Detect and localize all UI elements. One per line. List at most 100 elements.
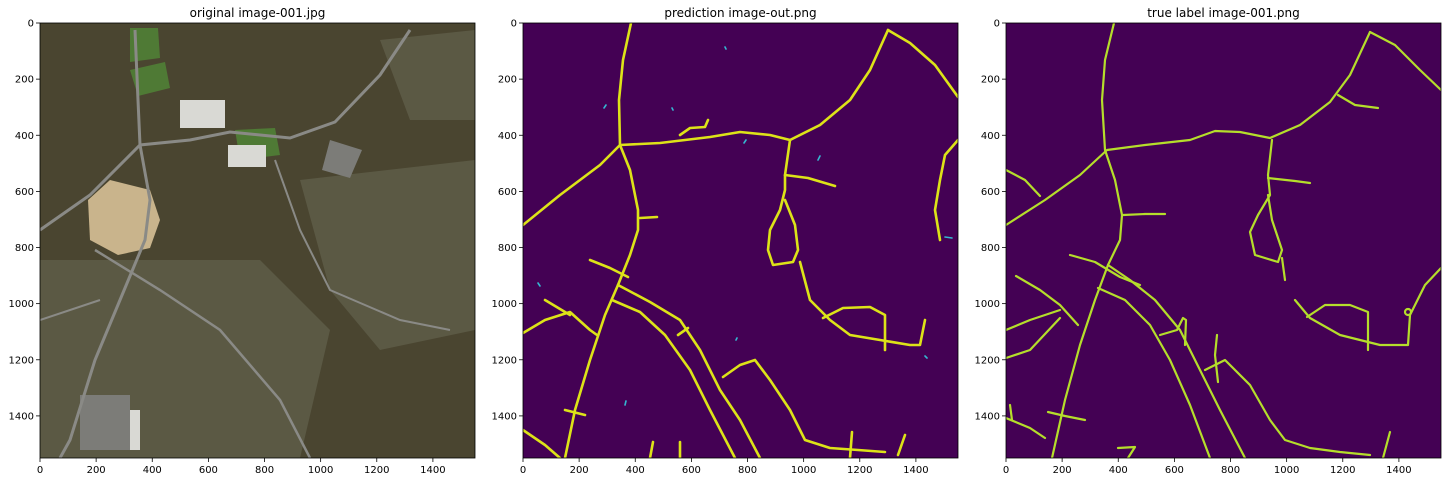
school-building xyxy=(180,100,225,128)
cul-de-sac xyxy=(1403,307,1413,317)
mall-parking xyxy=(80,395,130,450)
x-tick-label: 600 xyxy=(682,465,701,476)
y-tick-label: 600 xyxy=(498,187,517,198)
road-segment xyxy=(563,23,640,458)
y-tick-label: 0 xyxy=(994,19,1000,30)
road-segment xyxy=(766,138,800,267)
school-building-2 xyxy=(228,145,266,167)
x-tick-label: 600 xyxy=(199,465,218,476)
main-road xyxy=(58,29,152,458)
road-segment xyxy=(1006,168,1042,198)
road-segment xyxy=(523,428,562,458)
road-segment xyxy=(1248,138,1284,264)
parking-lot xyxy=(322,140,362,178)
x-tick-label: 400 xyxy=(143,465,162,476)
panel-title: prediction image-out.png xyxy=(664,6,816,20)
axes-frame xyxy=(522,22,959,459)
x-ticks: 0 200 400 600 800 1000 1200 1400 xyxy=(37,458,446,476)
y-tick-label: 1000 xyxy=(9,299,34,310)
y-tick-label: 1400 xyxy=(492,411,517,422)
road-segment xyxy=(783,173,837,188)
prediction-fragments xyxy=(537,46,953,406)
road-segment xyxy=(678,118,710,137)
y-tick-label: 200 xyxy=(15,75,34,86)
y-tick-label: 1400 xyxy=(975,411,1000,422)
y-tick-label: 1200 xyxy=(9,355,34,366)
side-road xyxy=(40,159,451,331)
x-tick-label: 0 xyxy=(1003,465,1009,476)
road-segment xyxy=(1096,286,1212,458)
x-tick-label: 800 xyxy=(1221,465,1240,476)
x-tick-label: 1000 xyxy=(791,465,816,476)
y-tick-label: 400 xyxy=(981,131,1000,142)
road-segment xyxy=(648,430,907,458)
x-tick-label: 0 xyxy=(37,465,43,476)
x-tick-label: 800 xyxy=(738,465,757,476)
y-tick-label: 1200 xyxy=(492,355,517,366)
x-tick-label: 1200 xyxy=(847,465,872,476)
road-segment xyxy=(1293,266,1441,347)
y-tick-label: 0 xyxy=(28,19,34,30)
x-tick-label: 1200 xyxy=(1330,465,1355,476)
mask-background xyxy=(1006,23,1441,458)
label-image xyxy=(1006,23,1441,458)
road-segment xyxy=(588,258,630,279)
residential-area-east xyxy=(300,160,475,350)
x-tick-label: 1000 xyxy=(308,465,333,476)
road-segment xyxy=(821,305,887,352)
axes-frame xyxy=(39,22,476,459)
mask-background xyxy=(523,23,958,458)
x-ticks: 0 200 400 600 800 1000 1200 1400 xyxy=(1003,458,1412,476)
x-tick-label: 400 xyxy=(626,465,645,476)
cross-road xyxy=(40,29,412,232)
axes-frame xyxy=(1005,22,1442,459)
road-segment xyxy=(1006,410,1087,440)
y-tick-label: 1400 xyxy=(9,411,34,422)
y-tick-label: 800 xyxy=(498,243,517,254)
x-tick-label: 1000 xyxy=(1274,465,1299,476)
road-segment xyxy=(638,215,659,220)
y-tick-label: 600 xyxy=(15,187,34,198)
road-segment xyxy=(1305,303,1370,352)
road-segment xyxy=(1006,308,1062,332)
x-tick-label: 1400 xyxy=(420,465,445,476)
road-segment xyxy=(1158,316,1188,347)
road-segment xyxy=(1121,212,1167,217)
road-label-lines xyxy=(1006,23,1441,458)
y-tick-label: 1000 xyxy=(975,299,1000,310)
y-tick-label: 400 xyxy=(498,131,517,142)
road-segment xyxy=(1266,176,1312,185)
road-segment xyxy=(886,28,958,99)
x-tick-label: 1400 xyxy=(903,465,928,476)
x-tick-label: 0 xyxy=(520,465,526,476)
road-segment xyxy=(610,298,737,458)
panel-prediction: prediction image-out.png xyxy=(492,6,959,476)
road-segment xyxy=(523,28,890,227)
y-tick-label: 400 xyxy=(15,131,34,142)
y-tick-label: 600 xyxy=(981,187,1000,198)
road-segment xyxy=(1213,333,1220,384)
road-segment xyxy=(1006,316,1062,360)
x-tick-label: 1400 xyxy=(1386,465,1411,476)
road-segment xyxy=(1336,93,1380,110)
road-segment xyxy=(1014,274,1080,327)
road-segment xyxy=(721,358,887,454)
y-tick-label: 0 xyxy=(511,19,517,30)
prediction-image xyxy=(523,23,958,458)
road-segment xyxy=(1006,30,1372,227)
x-tick-label: 200 xyxy=(1053,465,1072,476)
y-tick-label: 800 xyxy=(981,243,1000,254)
y-tick-label: 1000 xyxy=(492,299,517,310)
road-segment xyxy=(798,260,927,347)
y-tick-label: 200 xyxy=(498,75,517,86)
y-tick-label: 1200 xyxy=(975,355,1000,366)
road-segment xyxy=(563,408,587,417)
x-tick-label: 200 xyxy=(570,465,589,476)
road-segment xyxy=(523,310,599,337)
road-segment xyxy=(1280,256,1287,282)
y-ticks: 0 200 400 600 800 1000 1200 1400 xyxy=(492,19,523,422)
road-mask-lines xyxy=(523,23,958,458)
panel-original: original image-001.jpg 0 200 400 600 800 1000… xyxy=(9,6,476,476)
panel-title: original image-001.jpg xyxy=(190,6,326,20)
